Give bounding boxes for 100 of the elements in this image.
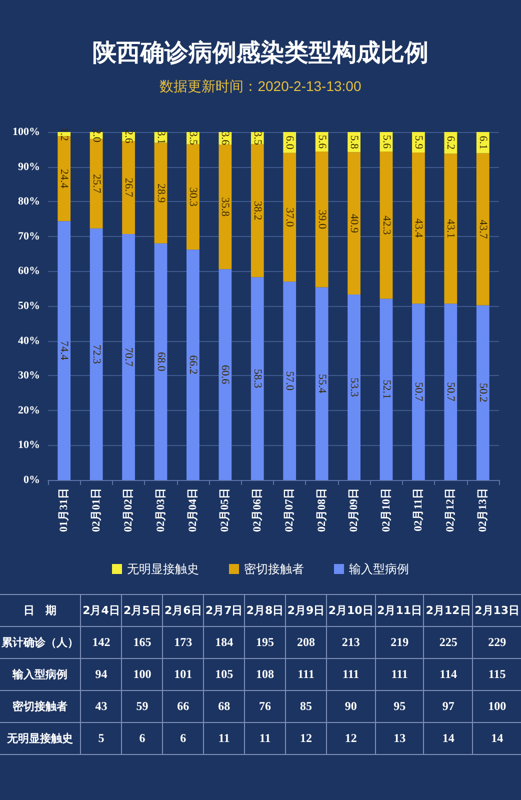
data-label: 50.7 — [412, 382, 424, 402]
y-tick-label: 100% — [12, 126, 40, 138]
data-label: 68 — [204, 690, 245, 722]
data-label: 12 — [286, 722, 326, 754]
data-label: 43.1 — [444, 218, 457, 238]
bar — [348, 152, 360, 295]
category-label: 2月7日 — [204, 594, 245, 626]
y-tick-label: 70% — [18, 230, 40, 242]
data-label: 6.1 — [476, 136, 489, 150]
data-label: 11 — [244, 722, 286, 754]
data-label: 3.5 — [251, 131, 264, 146]
bar — [412, 304, 425, 480]
bar — [90, 228, 103, 480]
data-label: 25.7 — [90, 174, 102, 194]
data-label: 219 — [375, 626, 424, 658]
data-label: 100 — [472, 690, 521, 722]
bar — [250, 277, 264, 480]
data-label: 43.7 — [476, 220, 489, 240]
data-label: 3.1 — [154, 130, 167, 144]
data-label: 6.0 — [284, 136, 296, 150]
data-label: 5.9 — [412, 135, 424, 150]
data-label: 94 — [80, 658, 122, 690]
data-label: 11 — [204, 722, 245, 754]
data-label: 66 — [162, 690, 204, 722]
data-label: 2.0 — [90, 128, 102, 143]
bar — [283, 282, 296, 480]
y-tick-label: 60% — [18, 265, 40, 278]
data-label: 108 — [244, 658, 286, 690]
data-label: 1.2 — [58, 127, 70, 141]
legend-label: 输入型病例 — [349, 562, 409, 576]
text: 输入型病例 — [0, 658, 81, 690]
data-label: 50.2 — [476, 383, 489, 402]
category-label: 2月11日 — [375, 594, 424, 626]
data-label: 30.3 — [186, 187, 199, 208]
data-label: 6 — [122, 722, 163, 754]
data-label: 85 — [286, 690, 326, 722]
data-label: 184 — [204, 626, 245, 658]
x-tick-label: 02月08日 — [316, 488, 328, 532]
data-label: 43 — [80, 690, 122, 722]
data-label: 5 — [80, 722, 122, 754]
data-label: 111 — [326, 658, 376, 690]
bar — [218, 144, 232, 270]
bar — [186, 144, 200, 250]
category-label: 2月12日 — [424, 594, 473, 626]
data-label: 165 — [122, 626, 163, 658]
data-label: 70.7 — [122, 347, 135, 368]
data-label: 58.3 — [251, 368, 264, 389]
x-tick-label: 02月10日 — [380, 488, 392, 532]
data-label: 37.0 — [284, 208, 296, 228]
x-tick-label: 02月12日 — [444, 488, 457, 532]
data-label: 142 — [80, 626, 122, 658]
data-label: 3.6 — [219, 131, 232, 146]
data-label: 40.9 — [348, 214, 360, 234]
data-label: 111 — [375, 658, 424, 690]
bar — [380, 298, 393, 480]
bar — [283, 152, 296, 282]
data-label: 68.0 — [154, 352, 167, 372]
data-label: 74.4 — [58, 340, 70, 361]
data-label: 57.0 — [284, 371, 296, 391]
data-label: 2.6 — [122, 130, 135, 144]
y-tick-label: 10% — [18, 439, 40, 452]
data-label: 208 — [286, 626, 326, 658]
y-tick-label: 50% — [18, 300, 40, 312]
data-label: 6 — [162, 722, 204, 754]
data-label: 66.2 — [186, 355, 199, 374]
x-tick-label: 02月06日 — [251, 488, 264, 532]
data-label: 14 — [472, 722, 521, 754]
bar — [58, 221, 71, 480]
data-label: 115 — [472, 658, 521, 690]
bar — [315, 287, 328, 480]
data-label: 114 — [424, 658, 473, 690]
bar — [186, 250, 200, 480]
category-label: 2月9日 — [286, 594, 326, 626]
category-label: 2月4日 — [80, 594, 122, 626]
y-tick-label: 0% — [24, 474, 40, 486]
category-label: 2月5日 — [122, 594, 163, 626]
y-tick-label: 90% — [18, 160, 40, 173]
data-label: 52.1 — [380, 380, 392, 399]
x-tick-label: 02月02日 — [122, 488, 135, 532]
category-label: 2月10日 — [326, 594, 376, 626]
data-label: 101 — [162, 658, 204, 690]
data-label: 42.3 — [380, 215, 392, 236]
x-tick-label: 02月11日 — [412, 488, 424, 532]
data-label: 229 — [472, 626, 521, 658]
data-label: 38.2 — [251, 201, 264, 220]
x-tick-label: 02月03日 — [154, 488, 167, 532]
bar — [315, 151, 328, 288]
text: 日 期 — [0, 594, 81, 626]
text: 累计确诊（人） — [0, 626, 81, 658]
chart-title: 陕西确诊病例感染类型构成比例 — [92, 40, 428, 66]
category-label: 2月8日 — [244, 594, 286, 626]
y-tick-label: 80% — [18, 196, 40, 208]
data-label: 95 — [375, 690, 424, 722]
bar — [218, 269, 232, 480]
data-label: 12 — [326, 722, 376, 754]
x-tick-label: 01月31日 — [58, 488, 70, 532]
data-label: 72.3 — [90, 344, 102, 364]
bar — [250, 144, 264, 278]
data-label: 55.4 — [316, 374, 328, 394]
data-label: 3.5 — [186, 131, 199, 146]
